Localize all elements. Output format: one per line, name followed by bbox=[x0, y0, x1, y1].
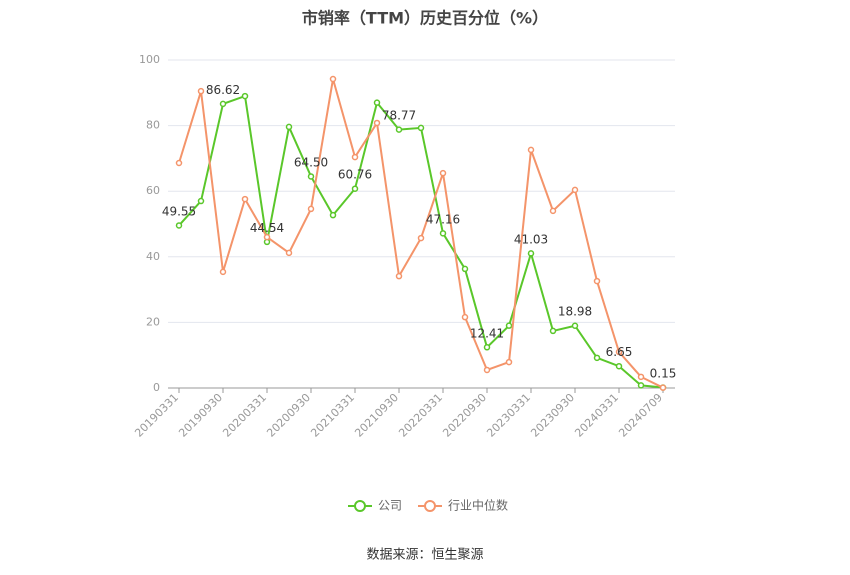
data-point bbox=[373, 99, 381, 106]
x-tick-label: 20190930 bbox=[176, 391, 225, 440]
data-point bbox=[461, 313, 469, 321]
x-tick-label: 20200331 bbox=[220, 391, 269, 440]
data-point bbox=[483, 344, 491, 351]
data-point bbox=[263, 233, 271, 241]
data-point bbox=[395, 126, 403, 133]
x-tick-label: 20230331 bbox=[484, 391, 533, 440]
x-tick-label: 20220331 bbox=[396, 391, 445, 440]
data-label: 78.77 bbox=[382, 109, 416, 123]
x-tick-label: 20210331 bbox=[308, 391, 357, 440]
data-point bbox=[593, 354, 601, 362]
data-label: 44.54 bbox=[250, 221, 284, 235]
x-tick-label: 20230930 bbox=[528, 391, 577, 440]
data-point bbox=[329, 211, 337, 219]
data-label: 18.98 bbox=[558, 305, 592, 319]
x-tick-label: 20240331 bbox=[572, 391, 621, 440]
data-point bbox=[285, 123, 293, 131]
y-tick-label: 40 bbox=[146, 250, 160, 263]
data-point bbox=[373, 119, 381, 127]
data-point bbox=[219, 100, 227, 108]
data-label: 12.41 bbox=[470, 326, 504, 340]
data-point bbox=[461, 265, 469, 273]
data-point bbox=[505, 322, 513, 329]
data-point bbox=[197, 87, 205, 95]
chart-title: 市销率（TTM）历史百分位（%） bbox=[302, 9, 548, 28]
data-label: 47.16 bbox=[426, 212, 460, 226]
data-point bbox=[351, 185, 359, 192]
data-label: 64.50 bbox=[294, 155, 328, 169]
data-point bbox=[417, 234, 425, 242]
legend-item[interactable]: 公司 bbox=[348, 499, 402, 513]
data-point bbox=[307, 205, 315, 213]
data-point bbox=[571, 186, 579, 194]
data-point bbox=[637, 373, 645, 381]
data-point bbox=[615, 362, 623, 370]
series-line bbox=[178, 94, 664, 389]
data-point bbox=[527, 146, 535, 154]
data-point bbox=[175, 159, 183, 167]
data-point bbox=[439, 230, 447, 237]
y-tick-label: 100 bbox=[139, 53, 160, 66]
data-point bbox=[307, 173, 315, 180]
x-tick-label: 20240709 bbox=[616, 391, 665, 440]
data-point bbox=[483, 366, 491, 374]
data-point bbox=[417, 124, 425, 132]
data-point bbox=[351, 153, 359, 161]
data-point bbox=[285, 249, 293, 257]
legend-marker bbox=[354, 500, 366, 512]
data-label: 41.03 bbox=[514, 232, 548, 246]
data-point bbox=[549, 207, 557, 215]
data-point bbox=[593, 277, 601, 285]
data-point bbox=[637, 382, 645, 389]
data-label: 49.55 bbox=[162, 204, 196, 218]
y-tick-label: 20 bbox=[146, 315, 160, 328]
data-label: 86.62 bbox=[206, 83, 240, 97]
data-point bbox=[329, 75, 337, 83]
data-label: 60.76 bbox=[338, 168, 372, 182]
data-point bbox=[219, 268, 227, 276]
y-tick-label: 0 bbox=[153, 381, 160, 394]
data-point bbox=[527, 250, 535, 257]
data-point bbox=[549, 327, 557, 335]
data-point bbox=[505, 358, 513, 366]
data-point bbox=[241, 92, 249, 100]
y-tick-label: 60 bbox=[146, 184, 160, 197]
legend-label: 公司 bbox=[378, 499, 402, 513]
source-note: 数据来源：恒生聚源 bbox=[366, 548, 483, 563]
legend-item[interactable]: 行业中位数 bbox=[418, 498, 508, 513]
legend-label: 行业中位数 bbox=[448, 498, 508, 513]
data-label: 6.65 bbox=[606, 345, 633, 359]
legend-marker bbox=[424, 500, 436, 512]
data-point bbox=[395, 272, 403, 280]
data-point bbox=[615, 348, 623, 356]
x-tick-label: 20220930 bbox=[440, 391, 489, 440]
data-point bbox=[571, 322, 579, 329]
x-tick-label: 20210930 bbox=[352, 391, 401, 440]
data-point bbox=[439, 169, 447, 177]
x-tick-label: 20200930 bbox=[264, 391, 313, 440]
data-point bbox=[175, 222, 183, 229]
data-point bbox=[659, 384, 667, 391]
y-tick-label: 80 bbox=[146, 119, 160, 132]
data-label: 0.15 bbox=[650, 367, 677, 381]
data-point bbox=[241, 195, 249, 203]
data-point bbox=[197, 197, 205, 205]
x-tick-label: 20190331 bbox=[132, 391, 181, 440]
